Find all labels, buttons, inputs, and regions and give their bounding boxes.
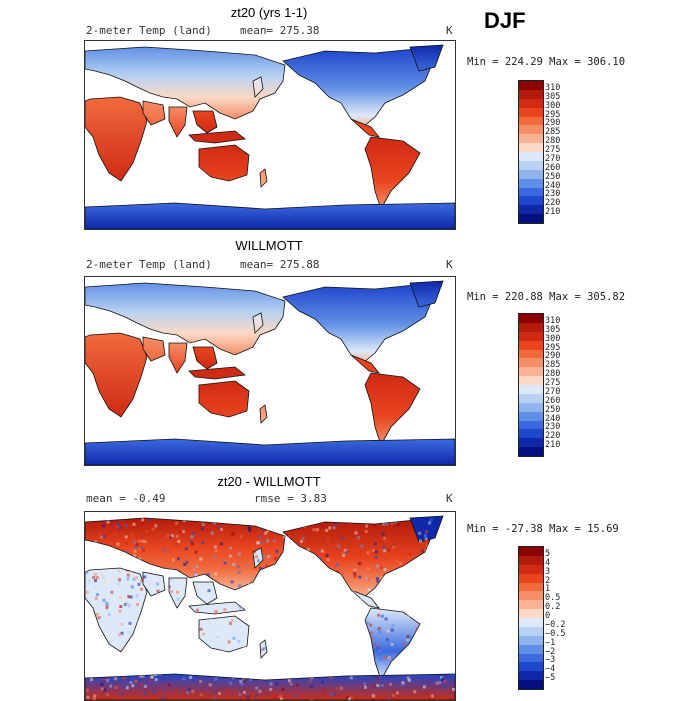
land-namerica — [283, 285, 435, 363]
colorbar-swatch — [519, 421, 543, 430]
land-india — [169, 107, 187, 137]
season-label: DJF — [484, 8, 526, 34]
colorbar-swatch — [519, 179, 543, 188]
land-seasia — [193, 582, 217, 604]
colorbar-swatch — [519, 609, 543, 618]
land-india — [169, 343, 187, 373]
panel1-unit-label: K — [446, 24, 453, 37]
panel2-variable-label: 2-meter Temp (land) — [86, 258, 212, 271]
colorbar-swatch — [519, 90, 543, 99]
colorbar-swatch — [519, 170, 543, 179]
land-samerica — [365, 373, 420, 445]
land-indonesia — [189, 367, 245, 379]
panel1-map — [84, 40, 456, 230]
colorbar-swatch — [519, 662, 543, 671]
colorbar-swatch — [519, 81, 543, 90]
colorbar-swatch — [519, 108, 543, 117]
colorbar-swatch — [519, 680, 543, 689]
land-africa — [85, 333, 147, 417]
panel3-mean-label: mean = -0.49 — [86, 492, 165, 505]
colorbar-swatch — [519, 671, 543, 680]
panel1-colorbar — [518, 80, 544, 224]
colorbar-swatch — [519, 196, 543, 205]
panel3-minmax: Min = -27.38 Max = 15.69 — [467, 523, 619, 535]
land-seasia — [193, 347, 217, 369]
panel1-map-svg — [85, 41, 455, 229]
panel3-rmse-label: rmse = 3.83 — [254, 492, 327, 505]
land-indonesia — [189, 131, 245, 143]
colorbar-swatch — [519, 583, 543, 592]
colorbar-tick-label: 210 — [545, 440, 560, 450]
colorbar-swatch — [519, 429, 543, 438]
colorbar-swatch — [519, 574, 543, 583]
colorbar-swatch — [519, 99, 543, 108]
panel3-title: zt20 - WILLMOTT — [84, 474, 454, 489]
colorbar-swatch — [519, 556, 543, 565]
panel1-mean-label: mean= 275.38 — [240, 24, 319, 37]
colorbar-swatch — [519, 627, 543, 636]
colorbar-swatch — [519, 412, 543, 421]
colorbar-swatch — [519, 600, 543, 609]
colorbar-swatch — [519, 547, 543, 556]
colorbar-swatch — [519, 134, 543, 143]
panel1-variable-label: 2-meter Temp (land) — [86, 24, 212, 37]
land-antarctica — [85, 203, 455, 229]
land-antarctica — [85, 439, 455, 465]
colorbar-swatch — [519, 367, 543, 376]
colorbar-swatch — [519, 565, 543, 574]
land-antarctica — [85, 674, 455, 700]
land-nz — [260, 169, 267, 187]
panel1-minmax: Min = 224.29 Max = 306.10 — [467, 56, 625, 68]
panel1-title: zt20 (yrs 1-1) — [84, 5, 454, 20]
colorbar-swatch — [519, 323, 543, 332]
land-australia — [199, 145, 249, 181]
colorbar-tick-label: −5 — [545, 673, 555, 683]
colorbar-swatch — [519, 645, 543, 654]
colorbar-swatch — [519, 376, 543, 385]
panel2-minmax: Min = 220.88 Max = 305.82 — [467, 291, 625, 303]
colorbar-swatch — [519, 618, 543, 627]
land-namerica — [283, 49, 435, 127]
panel3-colorbar — [518, 546, 544, 690]
panel2-title: WILLMOTT — [84, 238, 454, 253]
colorbar-swatch — [519, 403, 543, 412]
colorbar-swatch — [519, 214, 543, 223]
land-namerica — [283, 520, 435, 598]
colorbar-swatch — [519, 350, 543, 359]
colorbar-swatch — [519, 394, 543, 403]
panel3-map — [84, 511, 456, 701]
land-australia — [199, 381, 249, 417]
panel2-mean-label: mean= 275.88 — [240, 258, 319, 271]
panel3-map-svg — [85, 512, 455, 700]
panel2-colorbar — [518, 313, 544, 457]
panel3-unit-label: K — [446, 492, 453, 505]
panel2-map — [84, 276, 456, 466]
colorbar-swatch — [519, 358, 543, 367]
land-samerica — [365, 137, 420, 209]
colorbar-swatch — [519, 143, 543, 152]
panel2-map-svg — [85, 277, 455, 465]
colorbar-swatch — [519, 447, 543, 456]
land-nz — [260, 405, 267, 423]
panel2-unit-label: K — [446, 258, 453, 271]
colorbar-swatch — [519, 332, 543, 341]
colorbar-tick-label: 210 — [545, 207, 560, 217]
colorbar-swatch — [519, 591, 543, 600]
colorbar-swatch — [519, 438, 543, 447]
colorbar-swatch — [519, 125, 543, 134]
colorbar-swatch — [519, 161, 543, 170]
colorbar-swatch — [519, 636, 543, 645]
colorbar-swatch — [519, 117, 543, 126]
colorbar-swatch — [519, 205, 543, 214]
colorbar-swatch — [519, 152, 543, 161]
colorbar-swatch — [519, 188, 543, 197]
land-africa — [85, 97, 147, 181]
colorbar-swatch — [519, 385, 543, 394]
land-australia — [199, 616, 249, 652]
colorbar-swatch — [519, 654, 543, 663]
colorbar-swatch — [519, 314, 543, 323]
colorbar-swatch — [519, 341, 543, 350]
land-seasia — [193, 111, 217, 133]
